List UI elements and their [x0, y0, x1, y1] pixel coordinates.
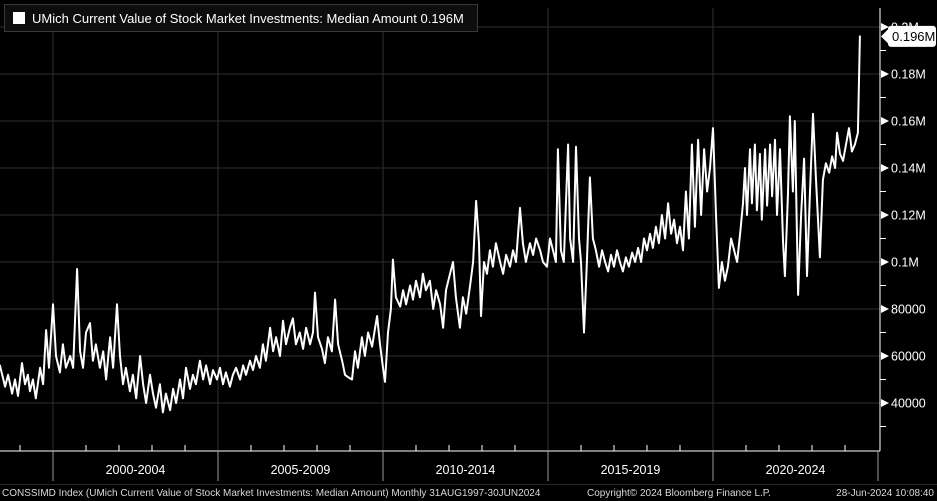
chart-title: UMich Current Value of Stock Market Inve… — [32, 10, 464, 26]
y-axis-label: 0.16M — [891, 115, 926, 129]
y-axis-label: 0.18M — [891, 68, 926, 82]
y-tick-arrow — [881, 399, 889, 407]
y-tick-arrow — [881, 23, 889, 31]
footer-copyright: Copyright© 2024 Bloomberg Finance L.P. — [587, 488, 771, 499]
footer-bar: CONSSIMD Index (UMich Current Value of S… — [0, 484, 937, 501]
x-axis-range-label: 2015-2019 — [601, 463, 661, 477]
value-tag-text: 0.196M — [892, 29, 935, 44]
y-tick-arrow — [881, 211, 889, 219]
chart-title-bar: UMich Current Value of Stock Market Inve… — [4, 4, 478, 32]
y-axis-label: 60000 — [891, 350, 926, 364]
y-axis-label: 0.14M — [891, 162, 926, 176]
y-tick-arrow — [881, 258, 889, 266]
y-axis-label: 40000 — [891, 397, 926, 411]
x-axis-range-label: 2000-2004 — [106, 463, 166, 477]
x-axis-range-label: 2020-2024 — [766, 463, 826, 477]
y-tick-arrow — [881, 117, 889, 125]
x-axis-range-label: 2010-2014 — [436, 463, 496, 477]
footer-timestamp: 28-Jun-2024 10:08:40 — [836, 488, 934, 499]
y-tick-arrow — [881, 164, 889, 172]
y-tick-arrow — [881, 305, 889, 313]
series-legend-chip[interactable] — [13, 12, 25, 24]
y-axis-label: 0.12M — [891, 209, 926, 223]
y-tick-arrow — [881, 352, 889, 360]
y-tick-arrow — [881, 70, 889, 78]
y-axis-label: 80000 — [891, 303, 926, 317]
x-axis-range-label: 2005-2009 — [271, 463, 331, 477]
footer-ticker-description: CONSSIMD Index (UMich Current Value of S… — [2, 488, 541, 499]
value-tag-pointer — [881, 28, 889, 45]
y-axis-label: 0.1M — [891, 256, 919, 270]
value-tag-box — [888, 25, 936, 47]
price-line — [0, 35, 861, 414]
